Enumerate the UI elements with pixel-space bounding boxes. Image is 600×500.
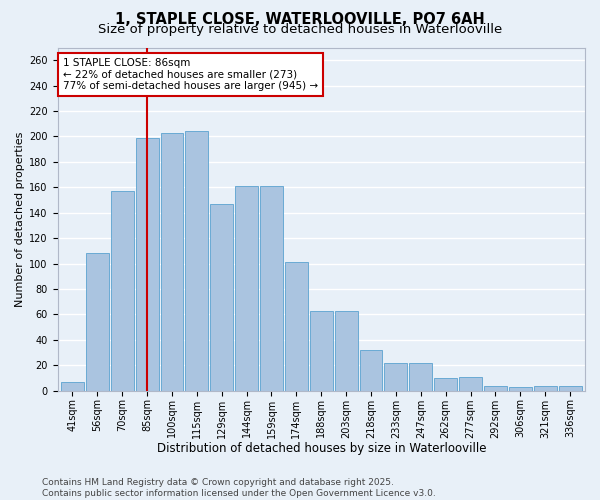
Bar bbox=[136, 138, 158, 390]
Bar bbox=[409, 362, 432, 390]
Bar bbox=[285, 262, 308, 390]
Bar bbox=[185, 132, 208, 390]
Bar bbox=[111, 191, 134, 390]
X-axis label: Distribution of detached houses by size in Waterlooville: Distribution of detached houses by size … bbox=[157, 442, 486, 455]
Bar bbox=[235, 186, 258, 390]
Bar bbox=[260, 186, 283, 390]
Y-axis label: Number of detached properties: Number of detached properties bbox=[15, 132, 25, 307]
Text: Size of property relative to detached houses in Waterlooville: Size of property relative to detached ho… bbox=[98, 22, 502, 36]
Bar bbox=[310, 310, 333, 390]
Bar bbox=[559, 386, 581, 390]
Bar bbox=[509, 387, 532, 390]
Text: 1, STAPLE CLOSE, WATERLOOVILLE, PO7 6AH: 1, STAPLE CLOSE, WATERLOOVILLE, PO7 6AH bbox=[115, 12, 485, 28]
Bar bbox=[385, 362, 407, 390]
Bar bbox=[61, 382, 84, 390]
Text: 1 STAPLE CLOSE: 86sqm
← 22% of detached houses are smaller (273)
77% of semi-det: 1 STAPLE CLOSE: 86sqm ← 22% of detached … bbox=[63, 58, 318, 91]
Bar bbox=[359, 350, 382, 391]
Bar bbox=[86, 254, 109, 390]
Bar bbox=[484, 386, 507, 390]
Bar bbox=[335, 310, 358, 390]
Bar bbox=[161, 132, 184, 390]
Bar bbox=[534, 386, 557, 390]
Bar bbox=[210, 204, 233, 390]
Bar bbox=[459, 376, 482, 390]
Bar bbox=[434, 378, 457, 390]
Text: Contains HM Land Registry data © Crown copyright and database right 2025.
Contai: Contains HM Land Registry data © Crown c… bbox=[42, 478, 436, 498]
